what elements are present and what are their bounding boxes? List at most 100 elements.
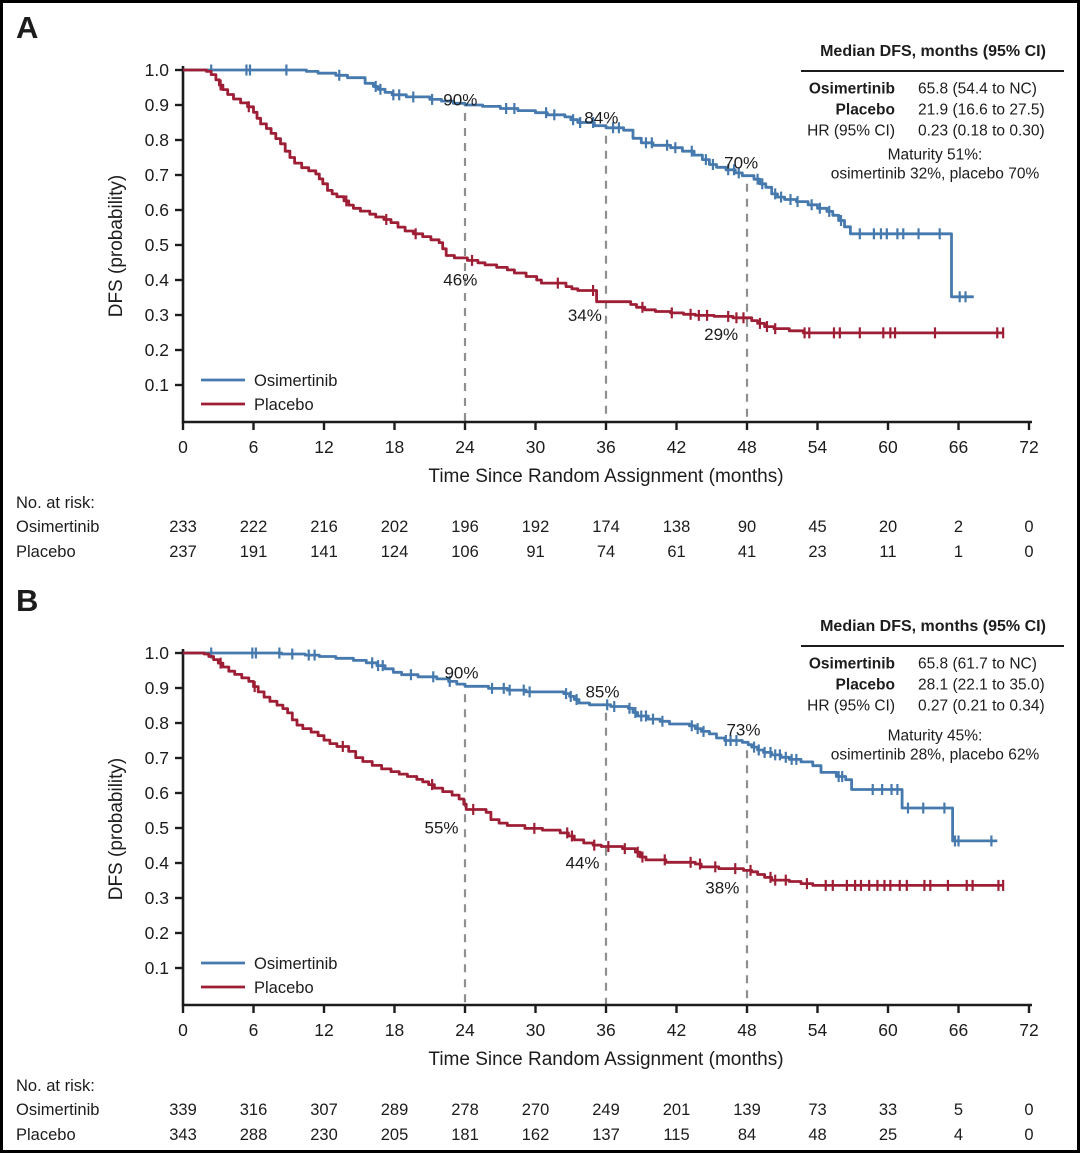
stats-row-label: Osimertinib — [809, 80, 895, 97]
stats-row-value: 0.23 (0.18 to 0.30) — [918, 122, 1045, 139]
maturity-note: Maturity 45%: — [888, 727, 983, 744]
x-tick-label: 30 — [526, 1020, 546, 1040]
km-curve-placebo — [183, 68, 1004, 335]
risk-value: 11 — [879, 543, 896, 561]
risk-value: 288 — [240, 1126, 268, 1144]
y-tick-label: 0.9 — [145, 678, 169, 698]
x-tick-label: 60 — [878, 437, 898, 457]
x-tick-label: 18 — [385, 437, 404, 457]
risk-value: 5 — [954, 1101, 963, 1119]
risk-value: 33 — [879, 1101, 897, 1119]
x-tick-label: 72 — [1019, 437, 1038, 457]
y-tick-label: 0.5 — [145, 818, 169, 838]
risk-value: 237 — [169, 543, 197, 561]
x-axis-title: Time Since Random Assignment (months) — [428, 466, 783, 487]
risk-value: 45 — [808, 518, 826, 536]
risk-value: 138 — [663, 518, 691, 536]
risk-value: 201 — [663, 1101, 691, 1119]
legend-label: Placebo — [254, 979, 314, 997]
risk-value: 141 — [310, 543, 338, 561]
y-tick-label: 1.0 — [145, 60, 170, 80]
y-tick-label: 0.5 — [145, 235, 169, 255]
stats-row-value: 28.1 (22.1 to 35.0) — [918, 676, 1045, 693]
landmark-annotation: 55% — [424, 818, 458, 837]
y-tick-label: 0.1 — [145, 958, 169, 978]
risk-value: 4 — [954, 1126, 963, 1144]
y-tick-label: 0.7 — [145, 165, 169, 185]
y-tick-label: 0.8 — [145, 713, 169, 733]
stats-row-label: Placebo — [836, 676, 895, 693]
x-axis-title: Time Since Random Assignment (months) — [428, 1049, 783, 1070]
stats-row-label: Placebo — [836, 101, 895, 118]
risk-value: 124 — [381, 543, 409, 561]
stats-row-label: HR (95% CI) — [807, 697, 895, 714]
x-tick-label: 48 — [737, 1020, 756, 1040]
y-tick-label: 0.9 — [145, 95, 169, 115]
risk-row-name: Osimertinib — [16, 518, 99, 536]
risk-value: 106 — [451, 543, 479, 561]
x-tick-label: 66 — [949, 1020, 968, 1040]
y-tick-label: 0.6 — [145, 783, 169, 803]
x-tick-label: 42 — [667, 1020, 686, 1040]
risk-value: 73 — [808, 1101, 826, 1119]
risk-value: 91 — [526, 543, 544, 561]
x-tick-label: 6 — [249, 1020, 259, 1040]
y-tick-label: 1.0 — [145, 643, 170, 663]
risk-value: 222 — [240, 518, 268, 536]
risk-row-name: Osimertinib — [16, 1101, 99, 1119]
y-tick-label: 0.2 — [145, 923, 169, 943]
x-tick-label: 18 — [385, 1020, 404, 1040]
stats-row-value: 65.8 (54.4 to NC) — [918, 80, 1037, 97]
risk-row-name: Placebo — [16, 1126, 76, 1144]
landmark-annotation: 90% — [443, 90, 477, 109]
risk-value: 61 — [667, 543, 685, 561]
landmark-annotation: 90% — [444, 664, 478, 683]
maturity-note: osimertinib 28%, placebo 62% — [831, 746, 1040, 763]
risk-value: 249 — [592, 1101, 620, 1119]
landmark-annotation: 70% — [724, 153, 758, 172]
risk-value: 181 — [451, 1126, 479, 1144]
x-tick-label: 0 — [178, 437, 188, 457]
stats-row-value: 0.27 (0.21 to 0.34) — [918, 697, 1045, 714]
risk-table-header: No. at risk: — [16, 1077, 95, 1095]
landmark-annotation: 73% — [726, 720, 760, 739]
risk-value: 41 — [738, 543, 756, 561]
panel-B: B 1.0 0.9 0.8 0.7 0.6 0.5 0.4 0.3 0.2 0.1 0 6 12 18 24 3… — [16, 583, 1064, 1144]
risk-value: 0 — [1024, 543, 1033, 561]
x-tick-label: 42 — [667, 437, 686, 457]
legend-label: Osimertinib — [254, 372, 337, 390]
x-tick-label: 54 — [808, 1020, 828, 1040]
stats-box-title: Median DFS, months (95% CI) — [820, 43, 1046, 60]
risk-value: 202 — [381, 518, 409, 536]
risk-value: 307 — [310, 1101, 338, 1119]
x-tick-label: 36 — [596, 437, 615, 457]
risk-value: 270 — [522, 1101, 550, 1119]
y-tick-label: 0.2 — [145, 340, 169, 360]
legend-label: Osimertinib — [254, 955, 337, 973]
landmark-annotation: 85% — [585, 682, 619, 701]
risk-value: 192 — [522, 518, 550, 536]
risk-value: 289 — [381, 1101, 409, 1119]
risk-value: 196 — [451, 518, 479, 536]
stats-row-value: 65.8 (61.7 to NC) — [918, 655, 1037, 672]
x-tick-label: 72 — [1019, 1020, 1038, 1040]
landmark-annotation: 34% — [568, 306, 602, 325]
landmark-annotation: 38% — [705, 878, 739, 897]
risk-value: 205 — [381, 1126, 409, 1144]
risk-value: 0 — [1024, 1126, 1033, 1144]
stats-row-label: HR (95% CI) — [807, 122, 895, 139]
landmark-annotation: 46% — [443, 270, 477, 289]
x-tick-label: 12 — [314, 1020, 333, 1040]
risk-value: 162 — [522, 1126, 550, 1144]
y-tick-label: 0.8 — [145, 130, 169, 150]
panel-label: B — [16, 583, 38, 618]
risk-value: 191 — [240, 543, 268, 561]
risk-value: 23 — [808, 543, 826, 561]
risk-value: 216 — [310, 518, 338, 536]
landmark-annotation: 44% — [565, 853, 599, 872]
x-tick-label: 36 — [596, 1020, 615, 1040]
risk-value: 90 — [738, 518, 756, 536]
risk-value: 174 — [592, 518, 620, 536]
